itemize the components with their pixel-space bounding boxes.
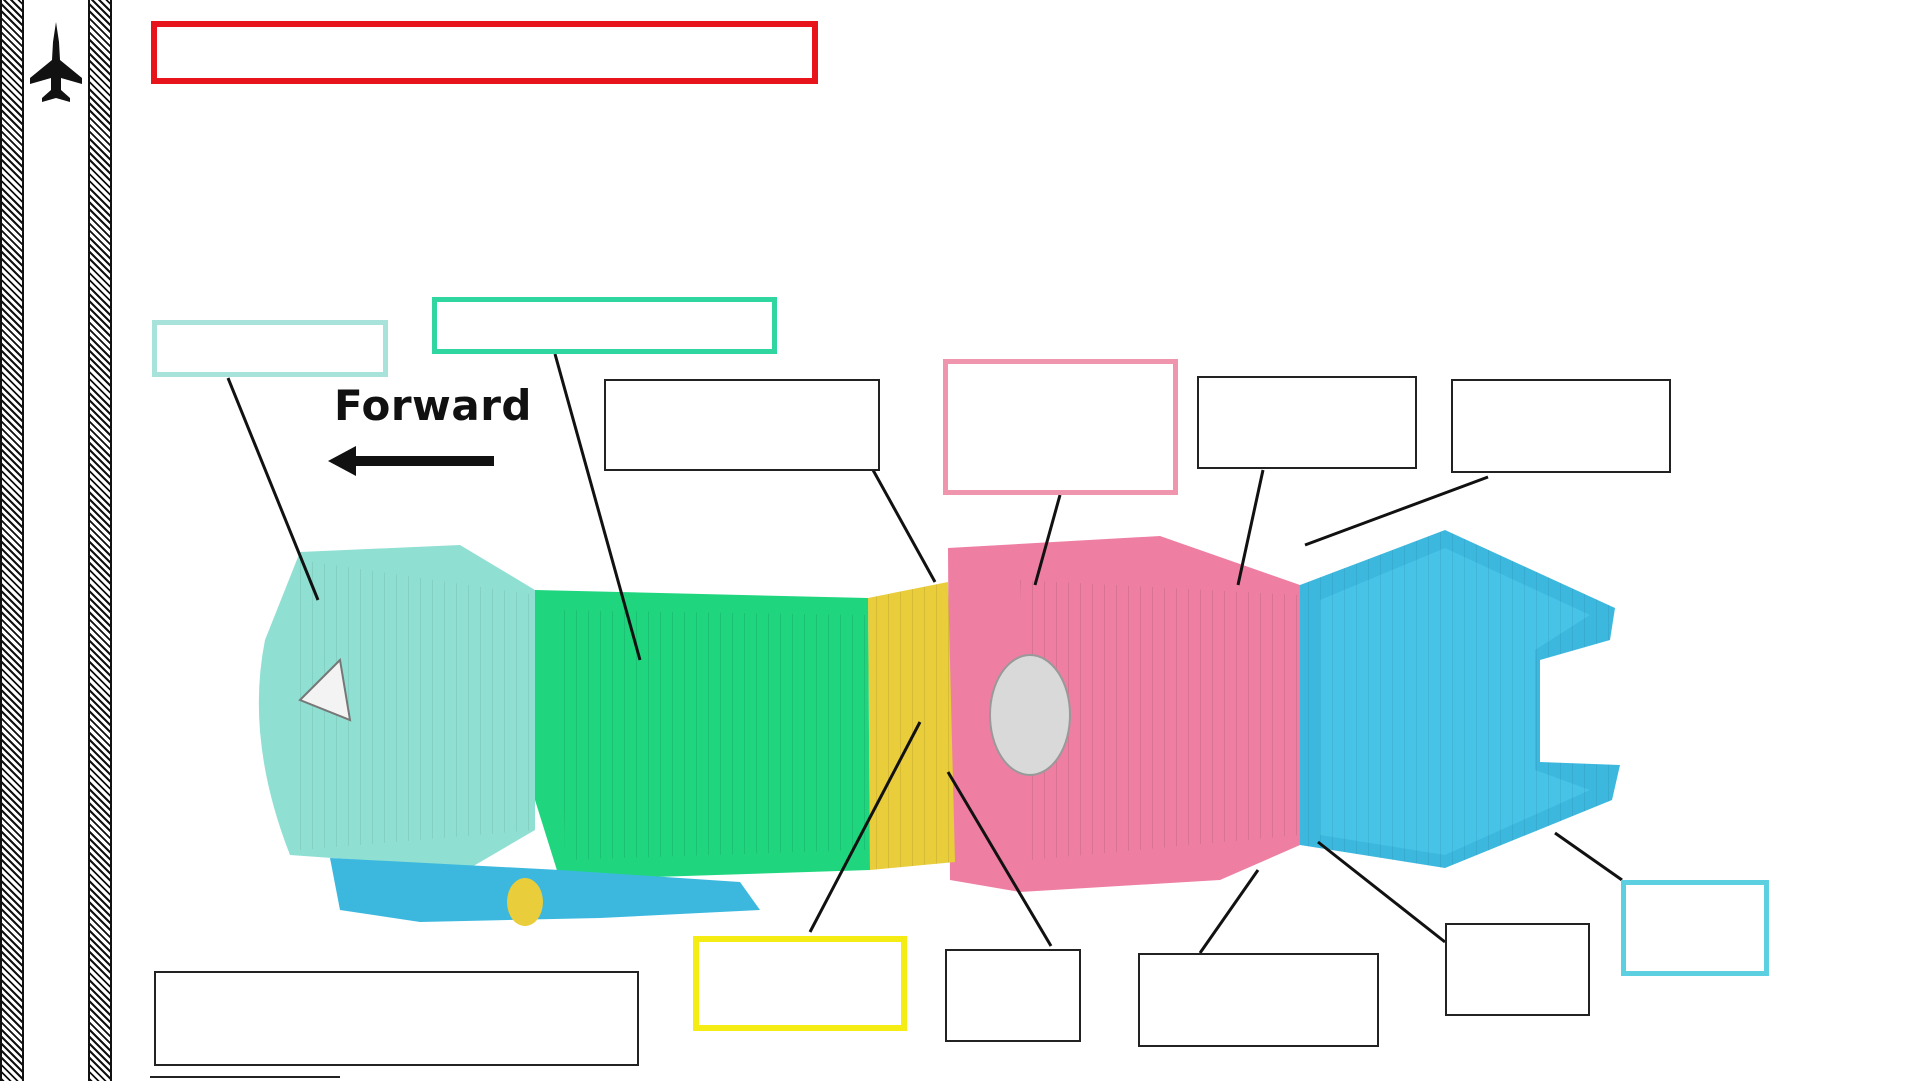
forward-label: Forward xyxy=(334,381,532,430)
combustion-label-box xyxy=(943,359,1178,495)
bottom-left-caption-box xyxy=(154,971,639,1066)
fan-label-box xyxy=(152,320,388,377)
lower-label-box-3 xyxy=(1445,923,1590,1016)
lower-label-box-2 xyxy=(1138,953,1379,1047)
upper-label-box-1 xyxy=(604,379,880,471)
arrow-left-icon xyxy=(328,446,494,476)
turbine-section xyxy=(868,582,955,870)
hatched-border-right xyxy=(88,0,112,1081)
upper-label-box-3 xyxy=(1451,379,1671,473)
exhaust-nozzle-section xyxy=(1300,530,1620,868)
fan-section xyxy=(258,545,535,868)
leader-lines xyxy=(226,353,1623,954)
bottom-rule xyxy=(150,1076,340,1078)
upper-label-box-2 xyxy=(1197,376,1417,469)
lower-label-box-1 xyxy=(945,949,1081,1042)
combustion-section xyxy=(948,536,1300,892)
exhaust-nozzle-label-box xyxy=(1621,880,1769,976)
compressor-section xyxy=(535,590,870,880)
fighter-jet-icon xyxy=(30,22,82,102)
compressor-label-box xyxy=(432,297,777,354)
sidebar xyxy=(0,0,112,1081)
title-box xyxy=(151,21,818,84)
turbine-label-box xyxy=(693,936,907,1031)
hatched-border-left xyxy=(0,0,24,1081)
accessory-gearbox xyxy=(330,858,760,926)
